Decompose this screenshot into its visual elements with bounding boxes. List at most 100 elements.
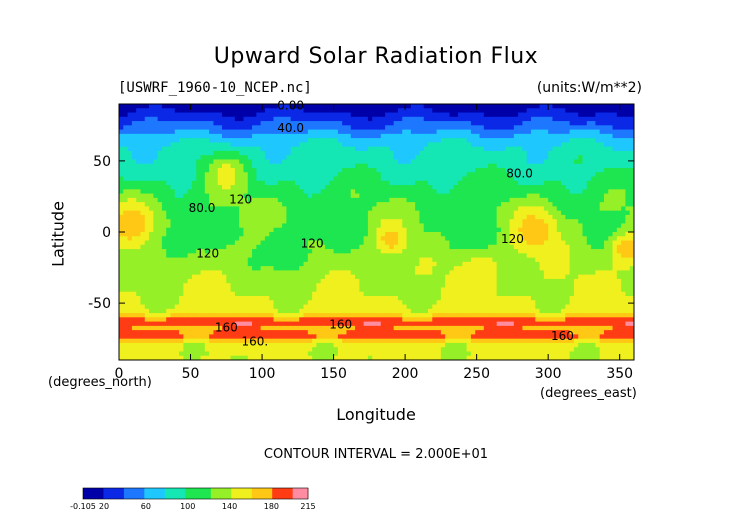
heatmap-cell: [376, 185, 382, 190]
heatmap-cell: [239, 202, 245, 207]
heatmap-cell: [397, 270, 403, 276]
heatmap-cell: [599, 146, 605, 152]
heatmap-cell: [264, 189, 270, 195]
heatmap-cell: [556, 266, 562, 271]
heatmap-cell: [445, 125, 451, 131]
heatmap-cell: [376, 227, 382, 233]
heatmap-cell: [591, 240, 596, 246]
heatmap-cell: [406, 219, 412, 225]
heatmap-cell: [209, 150, 215, 156]
heatmap-cell: [282, 261, 287, 267]
heatmap-cell: [131, 210, 137, 216]
heatmap-cell: [372, 232, 378, 237]
heatmap-cell: [445, 223, 451, 229]
heatmap-cell: [595, 219, 601, 225]
heatmap-cell: [204, 249, 210, 254]
heatmap-cell: [483, 163, 489, 169]
heatmap-cell: [325, 266, 330, 271]
heatmap-cell: [518, 253, 524, 259]
heatmap-cell: [415, 168, 421, 173]
heatmap-cell: [406, 227, 412, 233]
heatmap-cell: [140, 270, 146, 276]
heatmap-cell: [513, 172, 519, 178]
heatmap-cell: [509, 227, 515, 233]
heatmap-cell: [591, 168, 596, 173]
heatmap-cell: [136, 180, 142, 186]
heatmap-cell: [161, 240, 167, 246]
heatmap-cell: [466, 125, 472, 131]
heatmap-cell: [273, 214, 279, 220]
heatmap-cell: [217, 278, 223, 284]
heatmap-cell: [397, 142, 403, 148]
heatmap-cell: [337, 270, 343, 276]
heatmap-cell: [483, 142, 489, 148]
heatmap-cell: [531, 176, 536, 182]
heatmap-cell: [170, 155, 176, 161]
heatmap-cell: [479, 257, 485, 263]
heatmap-cell: [157, 240, 163, 246]
heatmap-cell: [539, 266, 545, 271]
heatmap-cell: [234, 155, 240, 161]
heatmap-cell: [119, 129, 124, 135]
heatmap-cell: [269, 219, 275, 225]
heatmap-cell: [393, 150, 399, 156]
heatmap-cell: [488, 185, 493, 190]
heatmap-cell: [406, 185, 412, 190]
heatmap-cell: [303, 155, 309, 161]
heatmap-cell: [535, 112, 541, 118]
heatmap-cell: [372, 236, 378, 242]
heatmap-cell: [239, 180, 245, 186]
heatmap-cell: [376, 278, 382, 284]
heatmap-cell: [552, 185, 558, 190]
heatmap-cell: [372, 150, 378, 156]
heatmap-cell: [616, 142, 622, 148]
heatmap-cell: [144, 266, 150, 271]
heatmap-cell: [359, 223, 365, 229]
heatmap-cell: [582, 193, 588, 199]
heatmap-cell: [294, 274, 300, 280]
heatmap-cell: [410, 146, 416, 152]
heatmap-cell: [196, 240, 202, 246]
heatmap-cell: [612, 168, 618, 173]
heatmap-cell: [359, 249, 365, 254]
heatmap-cell: [629, 249, 634, 254]
heatmap-cell: [131, 159, 137, 165]
heatmap-cell: [131, 176, 137, 182]
heatmap-cell: [183, 274, 189, 280]
heatmap-cell: [149, 176, 154, 182]
heatmap-cell: [342, 180, 348, 186]
heatmap-cell: [629, 214, 634, 220]
heatmap-cell: [256, 210, 262, 216]
heatmap-cell: [500, 163, 506, 169]
heatmap-cell: [196, 257, 202, 263]
heatmap-cell: [479, 150, 485, 156]
heatmap-cell: [522, 116, 528, 122]
heatmap-cell: [191, 206, 197, 212]
heatmap-cell: [488, 236, 493, 242]
heatmap-cell: [153, 253, 159, 259]
heatmap-cell: [522, 133, 528, 139]
heatmap-cell: [591, 266, 596, 271]
heatmap-cell: [621, 138, 627, 143]
heatmap-cell: [252, 249, 257, 254]
heatmap-cell: [196, 223, 202, 229]
heatmap-cell: [488, 257, 493, 263]
heatmap-cell: [209, 193, 215, 199]
heatmap-cell: [518, 104, 524, 109]
heatmap-cell: [239, 257, 245, 263]
heatmap-cell: [483, 266, 489, 271]
heatmap-cell: [561, 125, 566, 131]
heatmap-cell: [161, 180, 167, 186]
heatmap-cell: [397, 138, 403, 143]
heatmap-cell: [290, 266, 296, 271]
heatmap-cell: [595, 270, 601, 276]
heatmap-cell: [136, 129, 142, 135]
heatmap-cell: [616, 185, 622, 190]
heatmap-cell: [599, 206, 605, 212]
heatmap-cell: [174, 185, 180, 190]
heatmap-cell: [350, 189, 356, 195]
heatmap-cell: [625, 223, 631, 229]
heatmap-cell: [561, 104, 566, 109]
heatmap-cell: [329, 210, 335, 216]
heatmap-cell: [136, 163, 142, 169]
